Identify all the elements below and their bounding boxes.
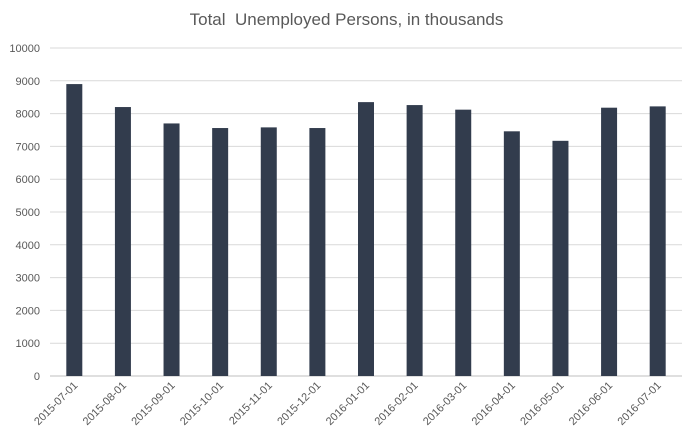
x-tick-label: 2016-07-01 [616,380,664,428]
x-tick-label: 2016-01-01 [324,380,372,428]
bar-2016-02-01 [406,105,423,377]
y-tick-label: 2000 [16,305,40,317]
bars [66,84,666,377]
bar-2015-11-01 [260,127,277,376]
bar-2016-06-01 [601,107,618,377]
x-tick-label: 2015-11-01 [227,380,275,428]
bar-2016-04-01 [503,131,520,376]
x-tick-label: 2015-12-01 [275,380,323,428]
bar-2016-07-01 [649,106,666,376]
bar-2015-08-01 [114,107,131,376]
bar-2016-03-01 [455,109,472,376]
y-tick-label: 6000 [16,174,40,186]
y-tick-label: 4000 [16,240,40,252]
x-tick-label: 2016-02-01 [372,380,420,428]
x-tick-label: 2016-06-01 [567,380,615,428]
bar-2016-05-01 [552,140,569,376]
y-tick-label: 7000 [16,141,40,153]
y-tick-label: 3000 [16,273,40,285]
y-tick-label: 5000 [16,207,40,219]
x-tick-label: 2016-03-01 [421,380,469,428]
bar-2016-01-01 [358,102,374,377]
y-tick-label: 8000 [16,109,40,121]
bar-2015-12-01 [309,128,326,376]
chart-title: Total Unemployed Persons, in thousands [189,10,504,29]
bar-2015-07-01 [66,84,83,376]
x-tick-label: 2016-05-01 [518,380,566,428]
x-axis-ticks: 2015-07-01 2015-08-01 2015-09-01 2015-10-01… [32,380,664,428]
y-tick-label: 10000 [9,43,40,55]
y-tick-label: 9000 [16,76,40,88]
y-tick-label: 0 [34,371,40,383]
x-tick-label: 2015-08-01 [81,380,129,428]
x-tick-label: 2015-09-01 [129,380,177,428]
x-tick-label: 2016-04-01 [470,380,518,428]
y-tick-label: 1000 [16,338,40,350]
bar-2015-10-01 [212,128,229,376]
x-tick-label: 2015-07-01 [32,380,80,428]
x-tick-label: 2015-10-01 [178,380,226,428]
y-axis-ticks: 0 1000 2000 3000 4000 5000 6000 7000 8000 9000 100… [9,43,40,383]
bar-2015-09-01 [163,123,180,376]
